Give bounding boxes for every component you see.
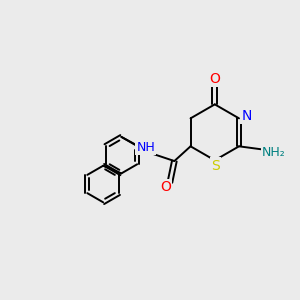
Text: O: O — [160, 180, 171, 194]
Text: NH: NH — [136, 141, 155, 154]
Text: S: S — [211, 159, 220, 172]
Text: N: N — [241, 109, 252, 123]
Text: NH₂: NH₂ — [262, 146, 285, 159]
Text: O: O — [209, 72, 220, 86]
